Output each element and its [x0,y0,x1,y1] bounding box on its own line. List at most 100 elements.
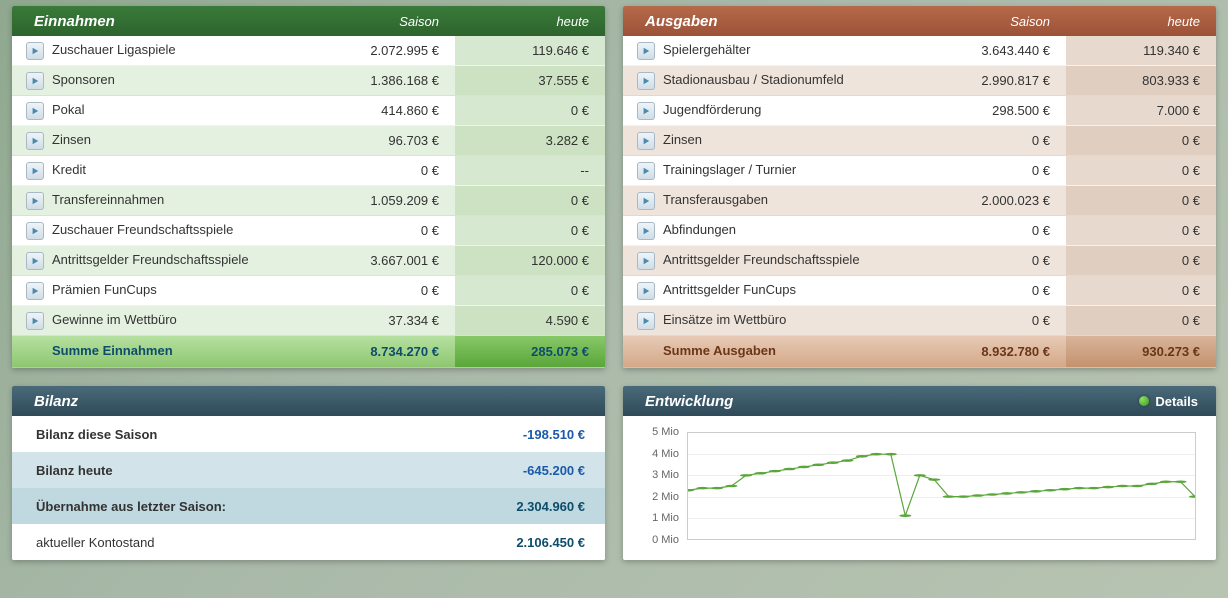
row-season-value: 2.072.995 € [305,43,455,58]
chart-ylabel: 0 Mio [639,534,679,546]
table-row: Stadionausbau / Stadionumfeld2.990.817 €… [623,66,1216,96]
play-icon[interactable] [26,312,44,330]
play-icon[interactable] [637,102,655,120]
row-today-value: 0 € [1066,306,1216,335]
table-row: Zuschauer Ligaspiele2.072.995 €119.646 € [12,36,605,66]
play-icon[interactable] [26,72,44,90]
row-label: Zinsen [52,133,305,147]
expenses-col-today: heute [1066,14,1216,29]
row-season-value: 414.860 € [305,103,455,118]
expenses-header: Ausgaben Saison heute [623,6,1216,36]
play-icon[interactable] [637,162,655,180]
balance-row: Bilanz diese Saison-198.510 € [12,416,605,452]
play-icon[interactable] [26,252,44,270]
balance-label: Bilanz diese Saison [36,427,385,442]
row-season-value: 3.643.440 € [916,43,1066,58]
chart-header: Entwicklung Details [623,386,1216,416]
chart-details-link[interactable]: Details [1139,394,1216,409]
row-label: Antrittsgelder Freundschaftsspiele [52,253,305,267]
row-label: Trainingslager / Turnier [663,163,916,177]
play-icon[interactable] [637,222,655,240]
row-today-value: 0 € [1066,186,1216,215]
row-season-value: 2.990.817 € [916,73,1066,88]
chart-line [688,433,1195,539]
income-sum-label: Summe Einnahmen [12,344,305,358]
play-icon[interactable] [26,132,44,150]
play-icon[interactable] [26,162,44,180]
balance-value: -198.510 € [385,427,585,442]
chart-ylabel: 4 Mio [639,448,679,460]
chart-area: 5 Mio4 Mio3 Mio2 Mio1 Mio0 Mio [623,416,1216,554]
expenses-sum-label: Summe Ausgaben [623,344,916,358]
row-today-value: 0 € [455,96,605,125]
row-label: Jugendförderung [663,103,916,117]
income-title: Einnahmen [12,13,305,30]
play-icon[interactable] [637,282,655,300]
chart-ylabel: 2 Mio [639,491,679,503]
row-today-value: 0 € [1066,246,1216,275]
play-icon[interactable] [26,282,44,300]
row-label: Einsätze im Wettbüro [663,313,916,327]
row-label: Abfindungen [663,223,916,237]
row-season-value: 0 € [916,313,1066,328]
chart-plotarea [687,432,1196,540]
play-icon[interactable] [637,312,655,330]
chart-title: Entwicklung [623,393,1139,410]
row-season-value: 0 € [305,223,455,238]
row-today-value: 4.590 € [455,306,605,335]
balance-value: 2.304.960 € [385,499,585,514]
row-season-value: 0 € [916,223,1066,238]
row-label: Spielergehälter [663,43,916,57]
expenses-sum-today: 930.273 € [1066,336,1216,367]
row-label: Kredit [52,163,305,177]
table-row: Sponsoren1.386.168 €37.555 € [12,66,605,96]
table-row: Antrittsgelder Freundschaftsspiele0 €0 € [623,246,1216,276]
row-season-value: 1.386.168 € [305,73,455,88]
row-label: Transferausgaben [663,193,916,207]
play-icon[interactable] [637,42,655,60]
play-icon[interactable] [637,72,655,90]
row-season-value: 2.000.023 € [916,193,1066,208]
table-row: Prämien FunCups0 €0 € [12,276,605,306]
play-icon[interactable] [637,132,655,150]
row-season-value: 37.334 € [305,313,455,328]
balance-row: aktueller Kontostand2.106.450 € [12,524,605,560]
play-icon[interactable] [637,192,655,210]
income-col-today: heute [455,14,605,29]
row-label: Transfereinnahmen [52,193,305,207]
table-row: Zinsen0 €0 € [623,126,1216,156]
row-season-value: 0 € [305,283,455,298]
row-today-value: 0 € [1066,156,1216,185]
row-today-value: -- [455,156,605,185]
balance-title: Bilanz [12,393,605,410]
row-today-value: 119.340 € [1066,36,1216,65]
row-season-value: 0 € [916,253,1066,268]
row-season-value: 1.059.209 € [305,193,455,208]
table-row: Antrittsgelder FunCups0 €0 € [623,276,1216,306]
expenses-sum-season: 8.932.780 € [916,344,1066,359]
row-today-value: 0 € [1066,216,1216,245]
expenses-title: Ausgaben [623,13,916,30]
income-sum-row: Summe Einnahmen 8.734.270 € 285.073 € [12,336,605,368]
table-row: Kredit0 €-- [12,156,605,186]
arrow-icon [1139,396,1149,406]
row-label: Gewinne im Wettbüro [52,313,305,327]
play-icon[interactable] [26,42,44,60]
play-icon[interactable] [26,102,44,120]
play-icon[interactable] [26,192,44,210]
row-season-value: 0 € [916,283,1066,298]
row-season-value: 96.703 € [305,133,455,148]
row-today-value: 0 € [1066,126,1216,155]
row-label: Pokal [52,103,305,117]
row-label: Prämien FunCups [52,283,305,297]
row-season-value: 298.500 € [916,103,1066,118]
row-season-value: 0 € [305,163,455,178]
chart-panel: Entwicklung Details 5 Mio4 Mio3 Mio2 Mio… [623,386,1216,560]
row-today-value: 0 € [1066,276,1216,305]
income-sum-season: 8.734.270 € [305,344,455,359]
expenses-col-season: Saison [916,14,1066,29]
balance-value: 2.106.450 € [385,535,585,550]
income-header: Einnahmen Saison heute [12,6,605,36]
play-icon[interactable] [637,252,655,270]
play-icon[interactable] [26,222,44,240]
